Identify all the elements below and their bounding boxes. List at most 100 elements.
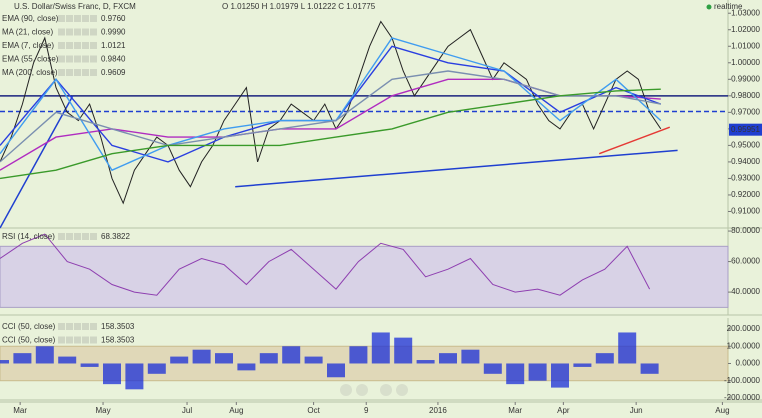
bar xyxy=(573,363,592,367)
y-tick-label: 1.02000 xyxy=(731,25,760,34)
nav-button[interactable] xyxy=(396,384,408,396)
bar xyxy=(595,353,614,364)
ohlc: O 1.01250 H 1.01979 L 1.01222 C 1.01775 xyxy=(222,2,376,11)
legend-icon xyxy=(58,55,65,63)
legend-icon xyxy=(66,233,73,240)
legend-icon xyxy=(58,69,65,76)
x-tick-label: Apr xyxy=(557,406,570,415)
y-tick-label: 1.03000 xyxy=(731,8,760,17)
bar xyxy=(237,363,256,371)
bar xyxy=(483,363,502,374)
bar xyxy=(304,356,323,364)
legend-label: EMA (55, close) xyxy=(2,55,59,64)
y-tick-label: 0.94000 xyxy=(731,157,760,166)
x-tick-label: Aug xyxy=(715,406,729,415)
y-tick-label: -200.0000 xyxy=(724,393,761,402)
legend-value: 1.0121 xyxy=(101,41,126,50)
status-dot xyxy=(706,4,712,10)
y-tick-label: 0.98000 xyxy=(731,91,760,100)
trend-line xyxy=(0,95,74,229)
nav-button[interactable] xyxy=(380,384,392,396)
legend-icon xyxy=(66,323,73,330)
bar xyxy=(327,363,345,378)
legend-icon xyxy=(90,55,97,63)
y-tick-label: 0.97000 xyxy=(731,107,760,116)
bar xyxy=(506,363,525,385)
x-tick-label: 2016 xyxy=(429,406,447,415)
x-tick-label: Mar xyxy=(13,406,27,415)
y-tick-label: 100.0000 xyxy=(727,341,761,350)
legend-icon xyxy=(90,323,97,330)
legend-icon xyxy=(74,42,81,49)
legend-value: 0.9609 xyxy=(101,68,126,77)
bar xyxy=(192,349,211,364)
y-tick-label: 1.01000 xyxy=(731,41,760,50)
legend-value: 158.3503 xyxy=(101,336,135,345)
y-tick-label: 60.0000 xyxy=(731,257,760,266)
legend-icon xyxy=(66,69,73,76)
last-price-box xyxy=(729,123,762,136)
x-tick-label: Aug xyxy=(229,406,243,415)
legend-icon xyxy=(74,69,81,76)
bar xyxy=(618,332,637,364)
bar xyxy=(349,346,368,364)
y-tick-label: 0.0000 xyxy=(736,359,761,368)
legend-label: CCI (50, close) xyxy=(2,322,56,331)
legend-icon xyxy=(82,55,89,63)
nav-button[interactable] xyxy=(340,384,352,396)
bar xyxy=(103,363,121,385)
legend-icon xyxy=(82,233,89,240)
trend-line xyxy=(235,149,678,188)
nav-buttons xyxy=(340,384,408,396)
legend-label: MA (200, close) xyxy=(2,68,58,77)
legend-icon xyxy=(74,15,81,22)
legend-icon xyxy=(82,15,89,22)
y-tick-label: 0.95000 xyxy=(731,141,760,150)
bar xyxy=(640,363,659,374)
legend-label: EMA (90, close) xyxy=(2,14,59,23)
legend-icon xyxy=(74,336,81,344)
legend-value: 0.9840 xyxy=(101,55,126,64)
legend-icon xyxy=(90,28,97,36)
y-tick-label: 0.93000 xyxy=(731,174,760,183)
nav-button[interactable] xyxy=(356,384,368,396)
chart-title: U.S. Dollar/Swiss Franc, D, FXCM xyxy=(14,2,136,11)
last-price-label: 0.95951 xyxy=(731,125,760,134)
legend-icon xyxy=(90,69,97,76)
series-line xyxy=(0,20,662,205)
x-tick-label: Jul xyxy=(182,406,192,415)
legend-label: MA (21, close) xyxy=(2,28,53,37)
legend-icon xyxy=(82,42,89,49)
bar xyxy=(58,356,77,364)
x-tick-label: May xyxy=(95,406,110,415)
legend-icon xyxy=(74,233,81,240)
legend-icon xyxy=(66,336,73,344)
bar xyxy=(125,363,144,390)
y-tick-label: 200.0000 xyxy=(727,324,761,333)
legend-icon xyxy=(58,323,65,330)
legend-icon xyxy=(58,233,65,240)
legend-icon xyxy=(82,336,89,344)
legend-value: 0.9990 xyxy=(101,28,126,37)
legend-icon xyxy=(66,28,73,36)
x-tick-label: 9 xyxy=(364,406,369,415)
legend-icon xyxy=(66,55,73,63)
x-tick-label: Jun xyxy=(630,406,643,415)
bar xyxy=(259,353,278,364)
bar xyxy=(0,360,9,364)
legend-label: RSI (14, close) xyxy=(2,232,55,241)
bar xyxy=(80,363,99,367)
legend-label: EMA (7, close) xyxy=(2,41,54,50)
y-tick-label: 40.0000 xyxy=(731,287,760,296)
bar xyxy=(371,332,390,364)
y-tick-label: -100.0000 xyxy=(724,376,761,385)
y-tick-label: 0.99000 xyxy=(731,74,760,83)
bar xyxy=(461,349,480,364)
legend-icon xyxy=(58,42,65,49)
bar xyxy=(282,346,301,364)
panels: 1.03000 1.02000 1.01000 1.00000 0.99000 0.980… xyxy=(0,0,762,402)
legend-icon xyxy=(74,55,81,63)
legend-icon xyxy=(90,233,97,240)
bar xyxy=(551,363,569,388)
